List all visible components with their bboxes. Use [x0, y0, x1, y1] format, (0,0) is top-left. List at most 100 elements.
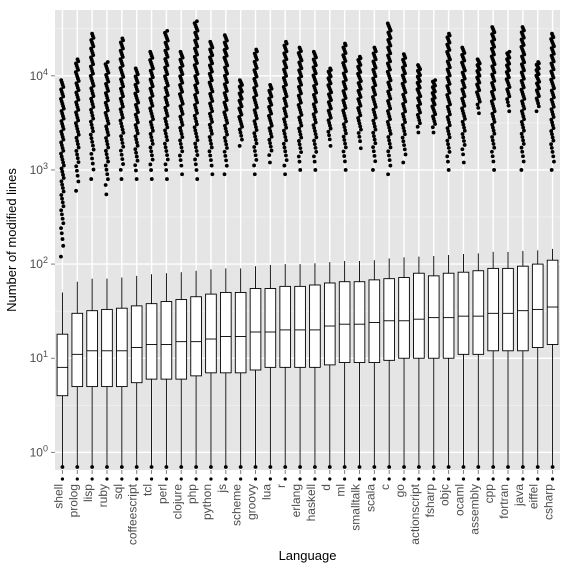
- outlier-point: [151, 158, 155, 162]
- outlier-point: [106, 177, 110, 181]
- outlier-point: [462, 465, 466, 469]
- outlier-point: [76, 174, 80, 178]
- outlier-point: [433, 78, 437, 82]
- outlier-point: [268, 161, 272, 165]
- x-axis-point: [209, 477, 212, 480]
- outlier-point: [357, 131, 361, 135]
- outlier-point: [193, 158, 197, 162]
- outlier-point: [59, 193, 63, 197]
- x-tick-label: smalltalk: [348, 483, 362, 531]
- outlier-point: [120, 465, 124, 469]
- outlier-point: [522, 160, 526, 164]
- outlier-point: [445, 139, 449, 143]
- outlier-point: [536, 60, 540, 64]
- outlier-point: [223, 172, 227, 176]
- x-axis-point: [373, 477, 376, 480]
- box: [280, 286, 291, 367]
- outlier-point: [447, 32, 451, 36]
- x-axis-point: [91, 477, 94, 480]
- outlier-point: [358, 465, 362, 469]
- outlier-point: [180, 146, 184, 150]
- x-axis-point: [120, 477, 123, 480]
- outlier-point: [104, 136, 108, 140]
- outlier-point: [179, 158, 183, 162]
- outlier-point: [61, 244, 65, 248]
- outlier-point: [312, 50, 316, 54]
- outlier-point: [105, 168, 109, 172]
- box: [102, 309, 113, 386]
- outlier-point: [195, 168, 199, 172]
- outlier-point: [297, 139, 301, 143]
- outlier-point: [254, 48, 258, 52]
- outlier-point: [165, 138, 169, 142]
- outlier-point: [312, 154, 316, 158]
- x-tick-label: erlang: [289, 484, 303, 517]
- outlier-point: [89, 133, 93, 137]
- outlier-point: [106, 142, 110, 146]
- outlier-point: [490, 135, 494, 139]
- outlier-point: [195, 19, 199, 23]
- outlier-point: [89, 120, 93, 124]
- outlier-point: [104, 164, 108, 168]
- outlier-point: [447, 168, 451, 172]
- outlier-point: [150, 153, 154, 157]
- outlier-point: [164, 132, 168, 136]
- box: [72, 313, 83, 386]
- outlier-point: [90, 32, 94, 36]
- outlier-point: [461, 152, 465, 156]
- outlier-point: [75, 169, 79, 173]
- outlier-point: [77, 160, 81, 164]
- x-tick-label: d: [319, 484, 333, 491]
- outlier-point: [165, 153, 169, 157]
- outlier-point: [135, 177, 139, 181]
- outlier-point: [238, 78, 242, 82]
- outlier-point: [149, 146, 153, 150]
- outlier-point: [62, 204, 66, 208]
- outlier-point: [225, 164, 229, 168]
- box: [547, 260, 558, 344]
- outlier-point: [329, 144, 333, 148]
- outlier-point: [253, 172, 257, 176]
- y-axis-label: Number of modified lines: [4, 168, 19, 312]
- outlier-point: [343, 42, 347, 46]
- outlier-point: [60, 231, 64, 235]
- outlier-point: [59, 226, 63, 230]
- outlier-point: [165, 135, 169, 139]
- outlier-point: [61, 201, 65, 205]
- outlier-point: [224, 142, 228, 146]
- box: [503, 268, 514, 350]
- outlier-point: [194, 162, 198, 166]
- outlier-point: [344, 131, 348, 135]
- outlier-point: [105, 465, 109, 469]
- outlier-point: [551, 154, 555, 158]
- outlier-point: [60, 213, 64, 217]
- outlier-point: [60, 179, 64, 183]
- outlier-point: [357, 135, 361, 139]
- x-axis-point: [388, 477, 391, 480]
- outlier-point: [492, 142, 496, 146]
- box: [339, 282, 350, 363]
- outlier-point: [151, 142, 155, 146]
- outlier-point: [60, 183, 64, 187]
- outlier-point: [164, 168, 168, 172]
- outlier-point: [447, 146, 451, 150]
- x-axis-point: [521, 477, 524, 480]
- outlier-point: [224, 159, 228, 163]
- outlier-point: [60, 167, 64, 171]
- x-tick-label: eiffel: [527, 484, 541, 509]
- x-axis-point: [76, 477, 79, 480]
- outlier-point: [550, 146, 554, 150]
- outlier-point: [252, 131, 256, 135]
- outlier-point: [75, 153, 79, 157]
- outlier-point: [254, 138, 258, 142]
- outlier-point: [224, 139, 228, 143]
- x-axis-point: [269, 477, 272, 480]
- outlier-point: [328, 465, 332, 469]
- outlier-point: [373, 141, 377, 145]
- outlier-point: [327, 133, 331, 137]
- x-axis-point: [462, 477, 465, 480]
- outlier-point: [164, 149, 168, 153]
- outlier-point: [208, 154, 212, 158]
- outlier-point: [193, 142, 197, 146]
- y-tick-label: 104: [30, 67, 48, 83]
